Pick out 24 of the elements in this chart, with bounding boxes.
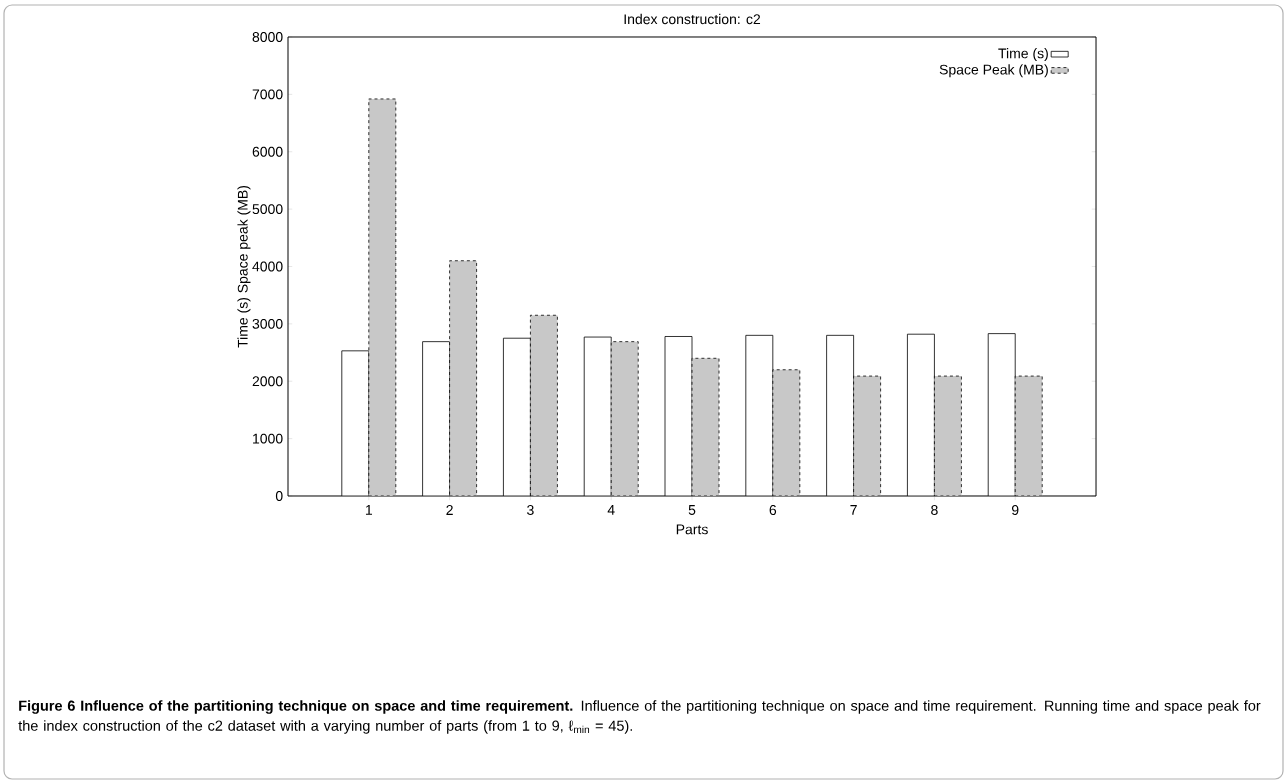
chart-title: Index construction: c2 (624, 13, 761, 25)
y-tick-label: 8000 (252, 32, 283, 42)
y-tick-label: 7000 (252, 89, 283, 100)
y-tick-label: 4000 (252, 261, 283, 272)
y-tick-label: 0 (275, 491, 283, 501)
x-tick-label: 8 (931, 505, 938, 516)
x-tick-label: 4 (607, 505, 615, 515)
x-tick-label: 1 (365, 505, 373, 515)
text: Figure 6 Influence of the partitioning technique on space and time requirement. Influence of the partitioning technique on space and time requirement. Running time and space peak for the index construction of the c2 dataset with a varying number of parts (from 1 to 9, ℓ$_{min}$ = 45). (18, 700, 1261, 734)
legend-label: Space Peak (MB) (939, 64, 1048, 78)
x-tick-label: 5 (688, 505, 696, 515)
y-tick-label: 5000 (252, 204, 283, 215)
y-tick-label: 1000 (253, 433, 283, 444)
legend-label: Time (s) (998, 48, 1048, 62)
y-axis-title: Time (s) Space peak (MB) (237, 185, 251, 348)
y-tick-label: 2000 (252, 376, 283, 387)
x-tick-label: 7 (850, 505, 857, 515)
y-tick-label: 6000 (252, 146, 283, 157)
x-tick-label: 6 (769, 505, 777, 516)
x-tick-label: 3 (527, 505, 534, 516)
x-tick-label: 2 (446, 505, 453, 515)
x-tick-label: 9 (1011, 505, 1019, 516)
x-axis-title: Parts (676, 524, 708, 535)
y-tick-label: 3000 (252, 318, 283, 329)
